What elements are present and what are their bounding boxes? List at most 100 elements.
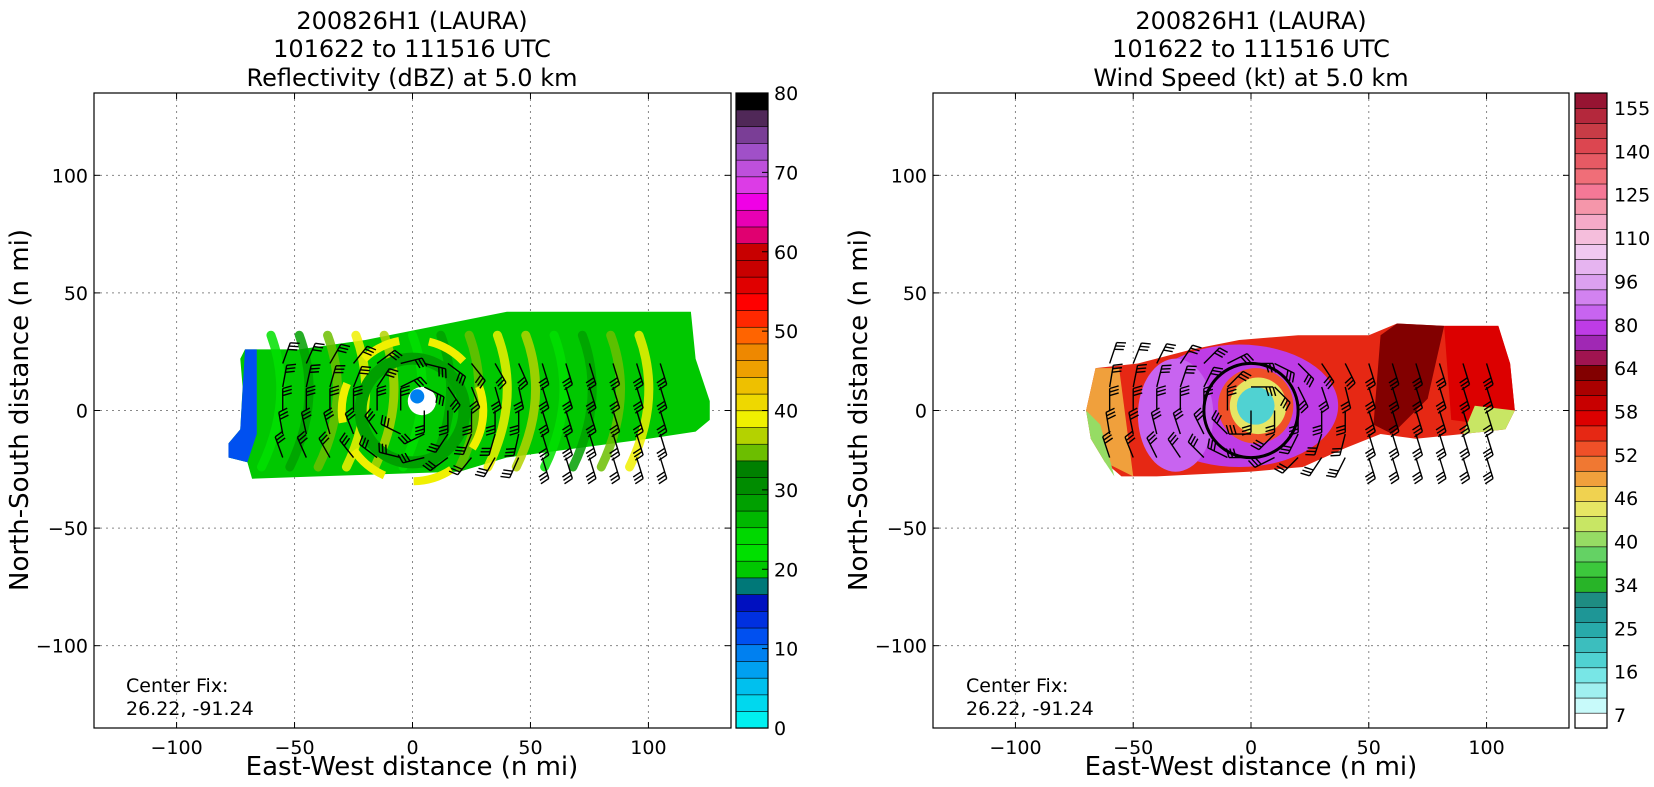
wind-barb	[1459, 363, 1471, 391]
colorbar-tick-label: 96	[1614, 271, 1638, 293]
wind-barb	[632, 410, 644, 438]
colorbar-tick-label: 80	[774, 83, 798, 105]
wind-barb	[1179, 344, 1202, 364]
wind-speed-title-line-3: Wind Speed (kt) at 5.0 km	[1093, 64, 1408, 92]
wind-barb	[1435, 457, 1447, 485]
wind-barb	[1340, 386, 1352, 414]
wind-barb	[1108, 385, 1119, 411]
colorbar-swatch	[1574, 334, 1608, 351]
wind-max-patch	[1373, 323, 1445, 435]
wind-barb	[1364, 386, 1376, 414]
wind-barb	[1388, 410, 1400, 438]
wind-barb	[585, 410, 597, 438]
reflectivity-band	[540, 330, 569, 472]
wind-barb	[632, 457, 644, 485]
wind-barb	[1278, 433, 1299, 455]
wind-barb	[1225, 448, 1251, 459]
colorbar-tick-label: 20	[774, 559, 798, 581]
wind-barb	[447, 362, 467, 386]
reflectivity-title-line-2: 101622 to 111516 UTC	[273, 35, 551, 63]
colorbar-tick-label: 50	[774, 321, 798, 343]
wind-speed-wind-barbs	[1102, 341, 1494, 485]
wind-speed-x-ticks: −100 −50 0 50 100	[989, 93, 1505, 759]
wind-barb	[500, 457, 520, 479]
wind-barb	[1412, 410, 1424, 438]
wind-barb	[1459, 386, 1471, 414]
colorbar-swatch	[1574, 274, 1608, 291]
wind-barb	[352, 385, 363, 411]
colorbar-swatch	[1574, 395, 1608, 412]
wind-barb	[1330, 433, 1346, 457]
wind-barb	[479, 433, 496, 456]
wind-barb	[1250, 433, 1276, 451]
reflectivity-band	[285, 330, 314, 472]
reflectivity-wind-barbs	[274, 342, 668, 485]
wind-barb	[562, 386, 574, 414]
y-tick-label: 0	[76, 401, 88, 423]
colorbar-swatch	[1574, 500, 1608, 517]
colorbar-swatch	[735, 360, 769, 378]
colorbar-swatch	[1574, 531, 1608, 548]
wind-barb	[1312, 410, 1323, 436]
wind-barb	[1364, 363, 1376, 391]
wind-barb	[1482, 433, 1494, 461]
wind-barb	[447, 386, 461, 413]
x-tick-label: 100	[1468, 737, 1504, 759]
colorbar-swatch	[1574, 153, 1608, 170]
colorbar-swatch	[1574, 213, 1608, 230]
wind-barb	[1482, 457, 1494, 485]
wind-red-patch	[1444, 325, 1515, 425]
wind-barb	[538, 410, 550, 438]
wind-barb	[1435, 433, 1447, 461]
colorbar-swatch	[735, 443, 769, 462]
wind-speed-x-axis-label: East-West distance (n mi)	[1085, 752, 1418, 782]
wind-barb	[424, 362, 447, 379]
colorbar-swatch	[1574, 183, 1608, 200]
wind-barb	[318, 431, 331, 458]
colorbar-swatch	[735, 477, 769, 495]
y-tick-label: 100	[52, 165, 88, 187]
colorbar-swatch	[735, 109, 769, 128]
wind-barb	[1226, 385, 1237, 411]
colorbar-swatch	[735, 577, 769, 595]
wind-barb	[1459, 410, 1471, 438]
wind-barb	[1187, 433, 1205, 459]
storm-field-tail-green	[1086, 410, 1115, 477]
reflectivity-band	[313, 330, 342, 472]
colorbar-tick-label: 0	[774, 718, 786, 740]
colorbar-swatch	[1574, 304, 1608, 321]
storm-eye-core	[410, 389, 425, 404]
wind-barb	[517, 363, 529, 391]
colorbar-swatch	[735, 176, 769, 194]
outer-ring	[337, 335, 488, 486]
colorbar-swatch	[1574, 546, 1608, 563]
x-tick-label: −50	[1113, 737, 1153, 759]
x-tick-label: −100	[150, 737, 202, 759]
wind-barb	[376, 349, 403, 365]
wind-barb	[1435, 410, 1447, 438]
wind-barb	[609, 363, 621, 391]
colorbar-tick-label: 25	[1614, 618, 1638, 640]
wind-barb	[438, 410, 449, 436]
wind-barb	[538, 433, 550, 461]
wind-barb	[485, 410, 496, 436]
colorbar-swatch	[735, 159, 769, 178]
wind-barb	[585, 363, 597, 391]
colorbar-swatch	[735, 92, 769, 111]
colorbar-swatch	[1574, 440, 1608, 457]
colorbar-tick-label: 10	[774, 639, 798, 661]
wind-barb	[1297, 386, 1309, 414]
wind-barb	[1412, 363, 1424, 391]
wind-barb	[1226, 370, 1252, 388]
x-tick-label: −100	[989, 737, 1041, 759]
wind-barb	[397, 433, 425, 445]
wind-barb	[1412, 457, 1424, 485]
colorbar-swatch	[735, 376, 769, 395]
colorbar-swatch	[1574, 379, 1608, 396]
wind-barb	[1435, 386, 1447, 414]
wind-barb	[1193, 407, 1205, 435]
reflectivity-center-fix-label: Center Fix:	[126, 675, 228, 697]
wind-barb	[585, 433, 597, 461]
wind-barb	[538, 386, 550, 414]
wind-barb	[1388, 386, 1400, 414]
